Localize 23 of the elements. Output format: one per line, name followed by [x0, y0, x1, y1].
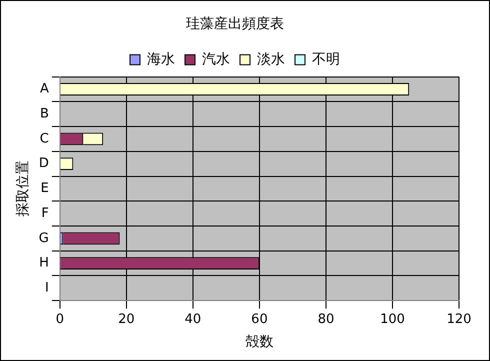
x-tick-label: 80: [318, 312, 334, 327]
y-tick-label: I: [45, 280, 49, 296]
y-tick-label: F: [41, 206, 49, 221]
legend-label: 不明: [312, 51, 340, 68]
y-tick-label: G: [38, 230, 49, 246]
x-tick-label: 0: [56, 312, 64, 327]
y-axis-title: 採取位置: [15, 160, 32, 217]
y-tick-label: D: [38, 156, 49, 172]
x-tick-label: 60: [251, 312, 268, 327]
x-tick-label: 120: [446, 312, 472, 327]
y-tick-label: E: [40, 181, 49, 196]
y-tick-label: C: [40, 131, 49, 146]
chart-title: 珪藻産出頻度表: [186, 16, 284, 32]
y-tick-label: B: [40, 106, 49, 122]
x-tick-label: 40: [184, 312, 202, 327]
y-tick-label: H: [39, 256, 49, 271]
legend-label: 淡水: [257, 51, 285, 68]
x-axis-title: 殻数: [245, 334, 274, 350]
x-tick-label: 20: [118, 312, 135, 327]
legend-label: 海水: [147, 51, 175, 68]
x-tick-label: 100: [380, 312, 405, 327]
legend-label: 汽水: [202, 51, 230, 68]
y-tick-label: A: [40, 82, 49, 97]
